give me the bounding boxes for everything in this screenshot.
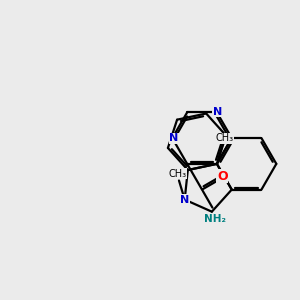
Text: N: N [213,107,222,117]
Text: CH₃: CH₃ [168,169,187,179]
Text: N: N [180,195,189,205]
Text: NH₂: NH₂ [204,214,226,224]
Text: CH₃: CH₃ [215,133,233,143]
Text: N: N [169,133,178,143]
Text: O: O [217,170,228,183]
